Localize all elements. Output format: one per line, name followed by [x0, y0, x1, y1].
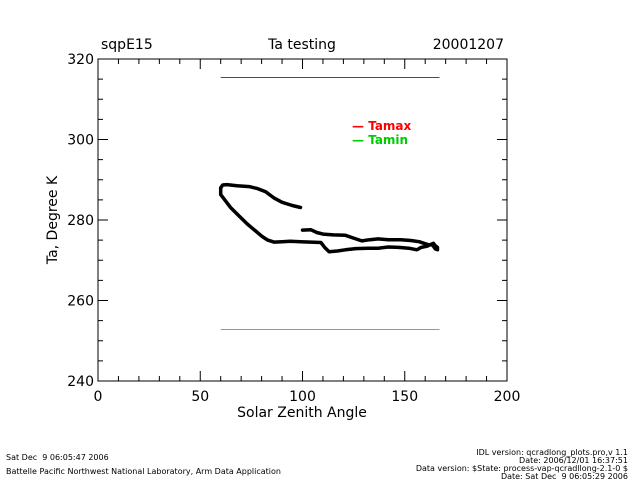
x-tick-label: 150 — [391, 389, 418, 405]
y-tick-label: 280 — [67, 213, 94, 229]
x-tick-label: 200 — [494, 389, 521, 405]
y-tick-label: 240 — [67, 374, 94, 390]
plot-frame — [97, 58, 508, 382]
footer-timestamp: Sat Dec 9 06:05:47 2006 — [6, 453, 109, 462]
x-tick-label: 100 — [289, 389, 316, 405]
y-tick-label: 300 — [67, 133, 94, 149]
footer-institution: Battelle Pacific Northwest National Labo… — [6, 467, 281, 476]
footer-idl-date: Date: 2006/12/01 16:37:51 — [519, 456, 628, 465]
footer-data-date: Date: Sat Dec 9 06:05:29 2006 — [500, 472, 628, 481]
footer-idl-version: IDL version: qcradlong_plots.pro,v 1.1 — [476, 448, 628, 457]
plot-axes: 0 50 100 150 200 240 260 280 300 320 — [67, 52, 520, 405]
x-tick-label: 50 — [191, 389, 209, 405]
y-tick-label: 260 — [67, 294, 94, 310]
legend-tamin: — Tamin — [352, 133, 409, 147]
page-title: Ta testing — [268, 37, 336, 53]
series-ta-line — [218, 182, 440, 254]
legend-tamax-label: Tamax — [368, 119, 412, 133]
y-axis-title: Ta, Degree K — [45, 175, 61, 265]
footer-data-version: Data version: $State: process-vap-qcradl… — [415, 464, 628, 473]
data-marks — [218, 77, 440, 330]
site-label: sqpE15 — [101, 37, 153, 53]
x-tick-label: 0 — [94, 389, 103, 405]
y-tick-label: 320 — [67, 52, 94, 68]
legend-tamin-label: Tamin — [368, 133, 409, 147]
x-axis-title: Solar Zenith Angle — [237, 405, 367, 421]
date-label: 20001207 — [432, 37, 504, 53]
legend-tamax: — Tamax — [352, 119, 412, 133]
